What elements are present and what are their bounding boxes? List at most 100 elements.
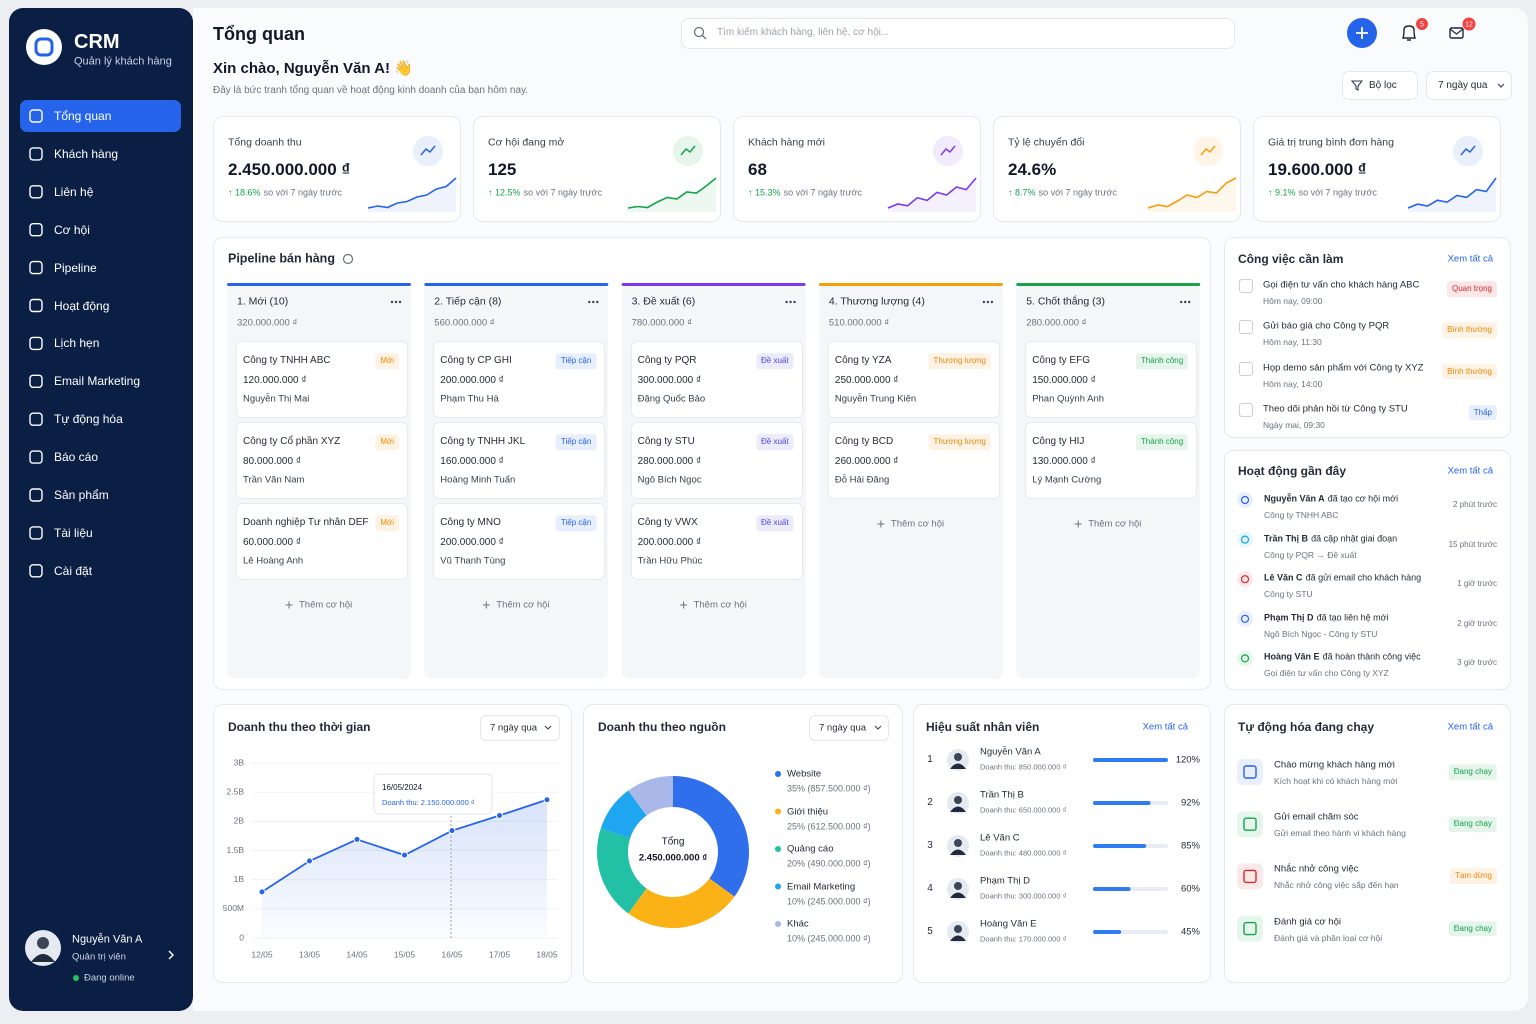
kpi-value: 125 — [488, 159, 517, 179]
task-text: Gửi báo giá cho Công ty PQR — [1263, 320, 1390, 332]
kpi-change: ↑ 9.1% so với 7 ngày trước — [1268, 186, 1377, 199]
deal-company: Công ty CP GHI — [440, 355, 512, 366]
automation-name: Gửi email chăm sóc — [1274, 811, 1359, 823]
tasks-link[interactable]: Xem tất cả — [1447, 253, 1493, 265]
menu-item[interactable]: Email Marketing — [54, 374, 141, 389]
add-deal[interactable]: Thêm cơ hội — [299, 599, 353, 611]
deal-card[interactable] — [1025, 422, 1198, 499]
menu-item[interactable]: Cài đặt — [54, 563, 93, 578]
task-checkbox[interactable] — [1239, 402, 1253, 417]
column-name: 5. Chốt thắng (3) — [1026, 295, 1105, 308]
add-deal[interactable]: Thêm cơ hội — [1088, 518, 1142, 530]
deal-amount: 80.000.000 ₫ — [243, 456, 301, 467]
panel-title: Hiệu suất nhân viên — [926, 719, 1040, 734]
activity-text: Hoàng Văn E đã hoàn thành công việc — [1264, 651, 1421, 664]
automation-status: Tạm dừng — [1450, 868, 1497, 885]
deal-card[interactable] — [827, 422, 1000, 499]
legend-value: 25% (612.500.000 ₫) — [787, 821, 871, 832]
menu-item[interactable]: Khách hàng — [54, 146, 119, 161]
panel-link[interactable]: Xem tất cả — [1447, 721, 1493, 733]
deal-tag: Thương lượng — [928, 434, 991, 450]
automation-desc: Gửi email theo hành vi khách hàng — [1274, 828, 1406, 839]
activity-time: 15 phút trước — [1448, 539, 1497, 549]
activity-panel — [1224, 450, 1511, 690]
greeting: Xin chào, Nguyễn Văn A! 👋 — [213, 60, 413, 77]
rank: 5 — [927, 926, 933, 937]
menu-item[interactable]: Pipeline — [54, 260, 97, 275]
deal-owner: Phạm Thu Hà — [440, 393, 499, 405]
automation-panel — [1224, 704, 1511, 983]
deal-owner: Nguyễn Trung Kiên — [834, 393, 917, 405]
period-label: 7 ngày qua — [819, 722, 867, 734]
add-deal[interactable]: Thêm cơ hội — [496, 599, 550, 611]
task-text: Họp demo sản phẩm với Công ty XYZ — [1263, 361, 1424, 373]
automation-name: Đánh giá cơ hội — [1274, 915, 1341, 927]
deal-amount: 250.000.000 ₫ — [834, 375, 899, 386]
task-checkbox[interactable] — [1239, 320, 1253, 335]
legend-name: Website — [787, 768, 822, 780]
menu-item[interactable]: Lịch hẹn — [54, 336, 100, 351]
legend-name: Email Marketing — [787, 880, 856, 892]
deal-amount: 280.000.000 ₫ — [637, 456, 702, 467]
menu-item[interactable]: Tổng quan — [54, 108, 112, 123]
task-tag: Bình thường — [1442, 322, 1497, 339]
activity-action: đã tạo liên hệ mới — [1316, 612, 1389, 623]
employee-revenue: Doanh thu: 650.000.000 ₫ — [980, 805, 1067, 815]
intro: Đây là bức tranh tổng quan về hoạt động … — [213, 85, 529, 96]
deal-card[interactable] — [630, 341, 803, 418]
tasks-title: Công việc cần làm — [1238, 251, 1344, 266]
deal-amount: 130.000.000 ₫ — [1032, 456, 1096, 467]
deal-amount: 60.000.000 ₫ — [243, 537, 301, 548]
menu-item[interactable]: Hoạt động — [54, 298, 110, 313]
deal-amount: 200.000.000 ₫ — [637, 537, 702, 548]
column-name: 4. Thương lượng (4) — [828, 295, 925, 308]
activity-title: Hoạt động gần đây — [1238, 463, 1346, 478]
legend-name: Quảng cáo — [787, 843, 834, 855]
add-deal[interactable]: Thêm cơ hội — [693, 599, 747, 611]
deal-tag: Mới — [375, 353, 399, 369]
add-button[interactable] — [1347, 18, 1377, 48]
activity-action: đã tạo cơ hội mới — [1327, 493, 1399, 504]
deal-card[interactable] — [1025, 341, 1198, 418]
task-checkbox[interactable] — [1239, 279, 1253, 293]
menu-item[interactable]: Liên hệ — [54, 184, 94, 199]
menu-item[interactable]: Cơ hội — [54, 222, 90, 237]
deal-card[interactable] — [433, 503, 606, 580]
task-checkbox[interactable] — [1239, 361, 1253, 376]
period-select[interactable] — [480, 715, 560, 741]
kpi-change-value: ↑ 15.3% — [748, 187, 781, 198]
menu-item[interactable]: Tài liệu — [54, 525, 93, 540]
menu-item[interactable]: Tự động hóa — [54, 411, 123, 426]
kpi-compare: so với 7 ngày trước — [1298, 187, 1377, 198]
search-box[interactable] — [681, 18, 1235, 49]
kpi-change-value: ↑ 8.7% — [1008, 187, 1036, 198]
deal-card[interactable] — [630, 422, 803, 499]
user-name: Nguyễn Văn A — [72, 933, 143, 946]
task-tag: Thấp — [1468, 405, 1497, 421]
deal-card[interactable] — [236, 503, 408, 580]
kpi-compare: so với 7 ngày trước — [263, 187, 342, 198]
deal-card[interactable] — [433, 422, 606, 499]
deal-company: Công ty HIJ — [1032, 436, 1085, 447]
deal-card[interactable] — [236, 422, 408, 499]
deal-amount: 260.000.000 ₫ — [834, 456, 899, 467]
deal-company: Công ty PQR — [637, 355, 697, 366]
menu-item[interactable]: Báo cáo — [54, 449, 99, 464]
deal-tag: Thành công — [1135, 353, 1189, 369]
employee-name: Hoàng Văn E — [980, 918, 1037, 930]
deal-card[interactable] — [630, 503, 803, 580]
deal-owner: Trần Hữu Phúc — [637, 555, 703, 567]
automation-status: Đang chạy — [1448, 764, 1497, 780]
menu-item[interactable]: Sản phẩm — [54, 487, 109, 502]
panel-link[interactable]: Xem tất cả — [1142, 721, 1188, 733]
activity-detail: Công ty TNHH ABC — [1264, 509, 1339, 520]
kpi-label: Tổng doanh thu — [228, 136, 302, 149]
deal-card[interactable] — [433, 341, 606, 418]
deal-card[interactable] — [827, 341, 1000, 418]
automation-desc: Kích hoạt khi có khách hàng mới — [1274, 775, 1398, 786]
deal-card[interactable] — [236, 341, 408, 418]
legend-value: 20% (490.000.000 ₫) — [787, 858, 871, 869]
add-deal[interactable]: Thêm cơ hội — [890, 518, 945, 530]
deal-tag: Đề xuất — [756, 515, 794, 531]
activity-link[interactable]: Xem tất cả — [1447, 465, 1493, 477]
